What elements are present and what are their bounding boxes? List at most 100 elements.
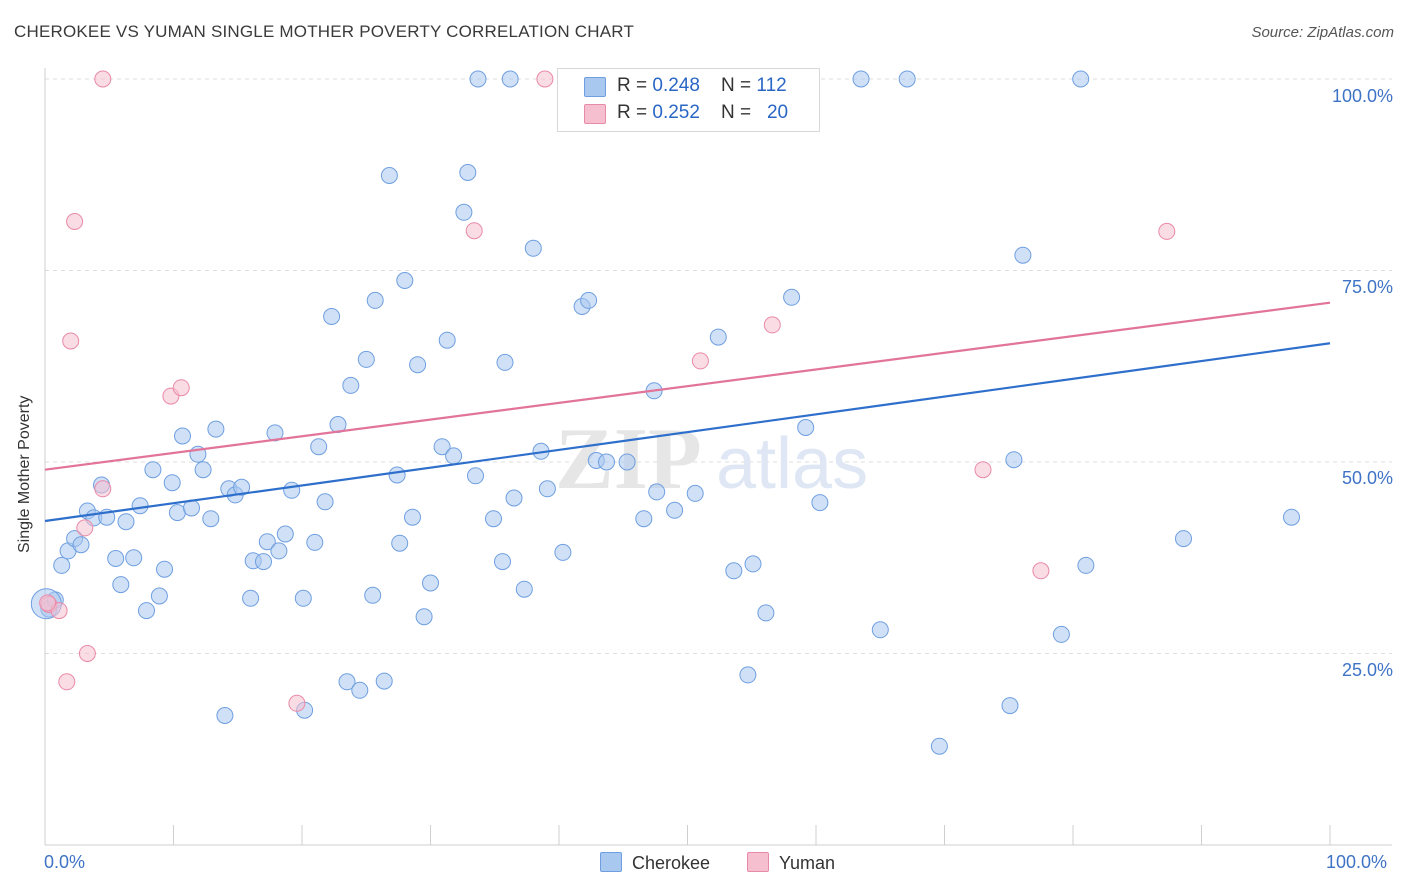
legend-yuman-n-value: 20 xyxy=(766,102,789,123)
cherokee-point xyxy=(459,164,477,181)
y-tick-label-100: 100.0% xyxy=(1331,86,1393,106)
cherokee-point xyxy=(739,666,757,684)
cherokee-point xyxy=(725,562,743,580)
yuman-point xyxy=(39,594,57,612)
yuman-point xyxy=(536,70,554,88)
cherokee-point xyxy=(467,467,484,485)
cherokee-point xyxy=(163,474,181,492)
cherokee-point xyxy=(233,478,251,496)
cherokee-point xyxy=(469,70,487,88)
cherokee-point xyxy=(150,587,168,605)
y-axis-label: Single Mother Poverty xyxy=(16,395,33,553)
yuman-point xyxy=(94,70,112,88)
bottom-legend-label-cherokee: Cherokee xyxy=(632,853,711,873)
cherokee-point xyxy=(524,239,542,257)
cherokee-point xyxy=(138,602,155,620)
cherokee-point xyxy=(871,621,889,639)
cherokee-point xyxy=(255,553,272,571)
cherokee-point xyxy=(112,576,130,594)
bottom-legend-swatch-yuman xyxy=(747,852,769,872)
cherokee-points xyxy=(30,70,1300,755)
yuman-point xyxy=(66,213,84,230)
chart-title: CHEROKEE VS YUMAN SINGLE MOTHER POVERTY … xyxy=(14,22,635,41)
cherokee-point xyxy=(797,419,815,436)
cherokee-point xyxy=(276,525,294,543)
cherokee-point xyxy=(294,589,312,607)
cherokee-point xyxy=(125,549,143,567)
cherokee-point xyxy=(266,424,284,442)
cherokee-point xyxy=(538,480,556,498)
cherokee-point xyxy=(1001,697,1019,715)
cherokee-point xyxy=(168,504,186,522)
legend-cherokee-n-label: N = xyxy=(721,75,757,96)
cherokee-point xyxy=(1283,508,1300,526)
cherokee-point xyxy=(1005,451,1023,469)
cherokee-point xyxy=(144,461,162,479)
cherokee-point xyxy=(396,272,414,289)
yuman-point xyxy=(78,645,96,662)
gridlines xyxy=(45,78,1392,654)
bottom-legend-swatch-cherokee xyxy=(600,852,622,872)
legend: R = 0.248 N = 112 R = 0.252 N = 20 xyxy=(557,68,820,132)
yuman-point xyxy=(1032,562,1050,580)
cherokee-point xyxy=(53,556,71,574)
cherokee-point xyxy=(316,493,334,511)
watermark-atlas: atlas xyxy=(716,424,868,504)
cherokee-point xyxy=(930,737,948,755)
yuman-point xyxy=(58,673,76,691)
cherokee-point xyxy=(351,681,369,699)
cherokee-point xyxy=(404,508,421,526)
cherokee-point xyxy=(505,489,523,507)
cherokee-point xyxy=(207,420,225,438)
cherokee-point xyxy=(618,453,636,471)
trend-lines xyxy=(44,301,1331,523)
cherokee-point xyxy=(709,328,727,346)
cherokee-point xyxy=(580,291,598,309)
cherokee-point xyxy=(422,574,439,592)
cherokee-point xyxy=(409,356,427,374)
chart-source: Source: ZipAtlas.com xyxy=(1251,24,1394,41)
cherokee-point xyxy=(283,481,301,499)
legend-yuman-n-label: N = xyxy=(721,102,757,123)
cherokee-point xyxy=(744,555,762,573)
yuman-point xyxy=(691,352,709,370)
y-tick-label-75: 75.0% xyxy=(1341,277,1393,297)
cherokee-point xyxy=(1014,246,1032,264)
cherokee-point xyxy=(310,438,328,456)
cherokee-point xyxy=(648,483,666,501)
bottom-legend-label-yuman: Yuman xyxy=(779,853,836,873)
yuman-point xyxy=(94,480,112,498)
cherokee-point xyxy=(202,510,220,528)
cherokee-point xyxy=(156,560,173,578)
bottom-legend-yuman: Yuman xyxy=(747,852,835,874)
cherokee-point xyxy=(242,589,260,607)
cherokee-point xyxy=(852,70,870,88)
cherokee-point xyxy=(811,494,829,512)
cherokee-point xyxy=(131,497,149,515)
legend-yuman-r-value: 0.252 xyxy=(652,102,700,123)
yuman-point xyxy=(62,332,80,350)
cherokee-point xyxy=(1072,70,1090,88)
x-tick-label-max: 100.0% xyxy=(1326,852,1388,872)
cherokee-point xyxy=(391,534,409,552)
cherokee-point xyxy=(757,604,775,622)
cherokee-point xyxy=(306,533,324,551)
yuman-point xyxy=(288,694,306,712)
axes xyxy=(44,68,1392,846)
cherokee-point xyxy=(496,353,514,371)
yuman-point xyxy=(974,461,992,479)
cherokee-point xyxy=(342,376,360,394)
cherokee-point xyxy=(380,167,398,184)
yuman-point xyxy=(1158,222,1176,240)
yuman-point xyxy=(465,222,483,240)
bottom-legend-cherokee: Cherokee xyxy=(600,852,710,874)
cherokee-point xyxy=(270,542,288,560)
cherokee-point xyxy=(433,438,451,456)
legend-cherokee-n-value: 112 xyxy=(756,75,787,96)
x-tick-label-min: 0.0% xyxy=(44,852,86,872)
cherokee-point xyxy=(515,580,533,598)
cherokee-point xyxy=(338,673,356,691)
cherokee-point xyxy=(107,550,125,567)
cherokee-point xyxy=(898,70,916,88)
